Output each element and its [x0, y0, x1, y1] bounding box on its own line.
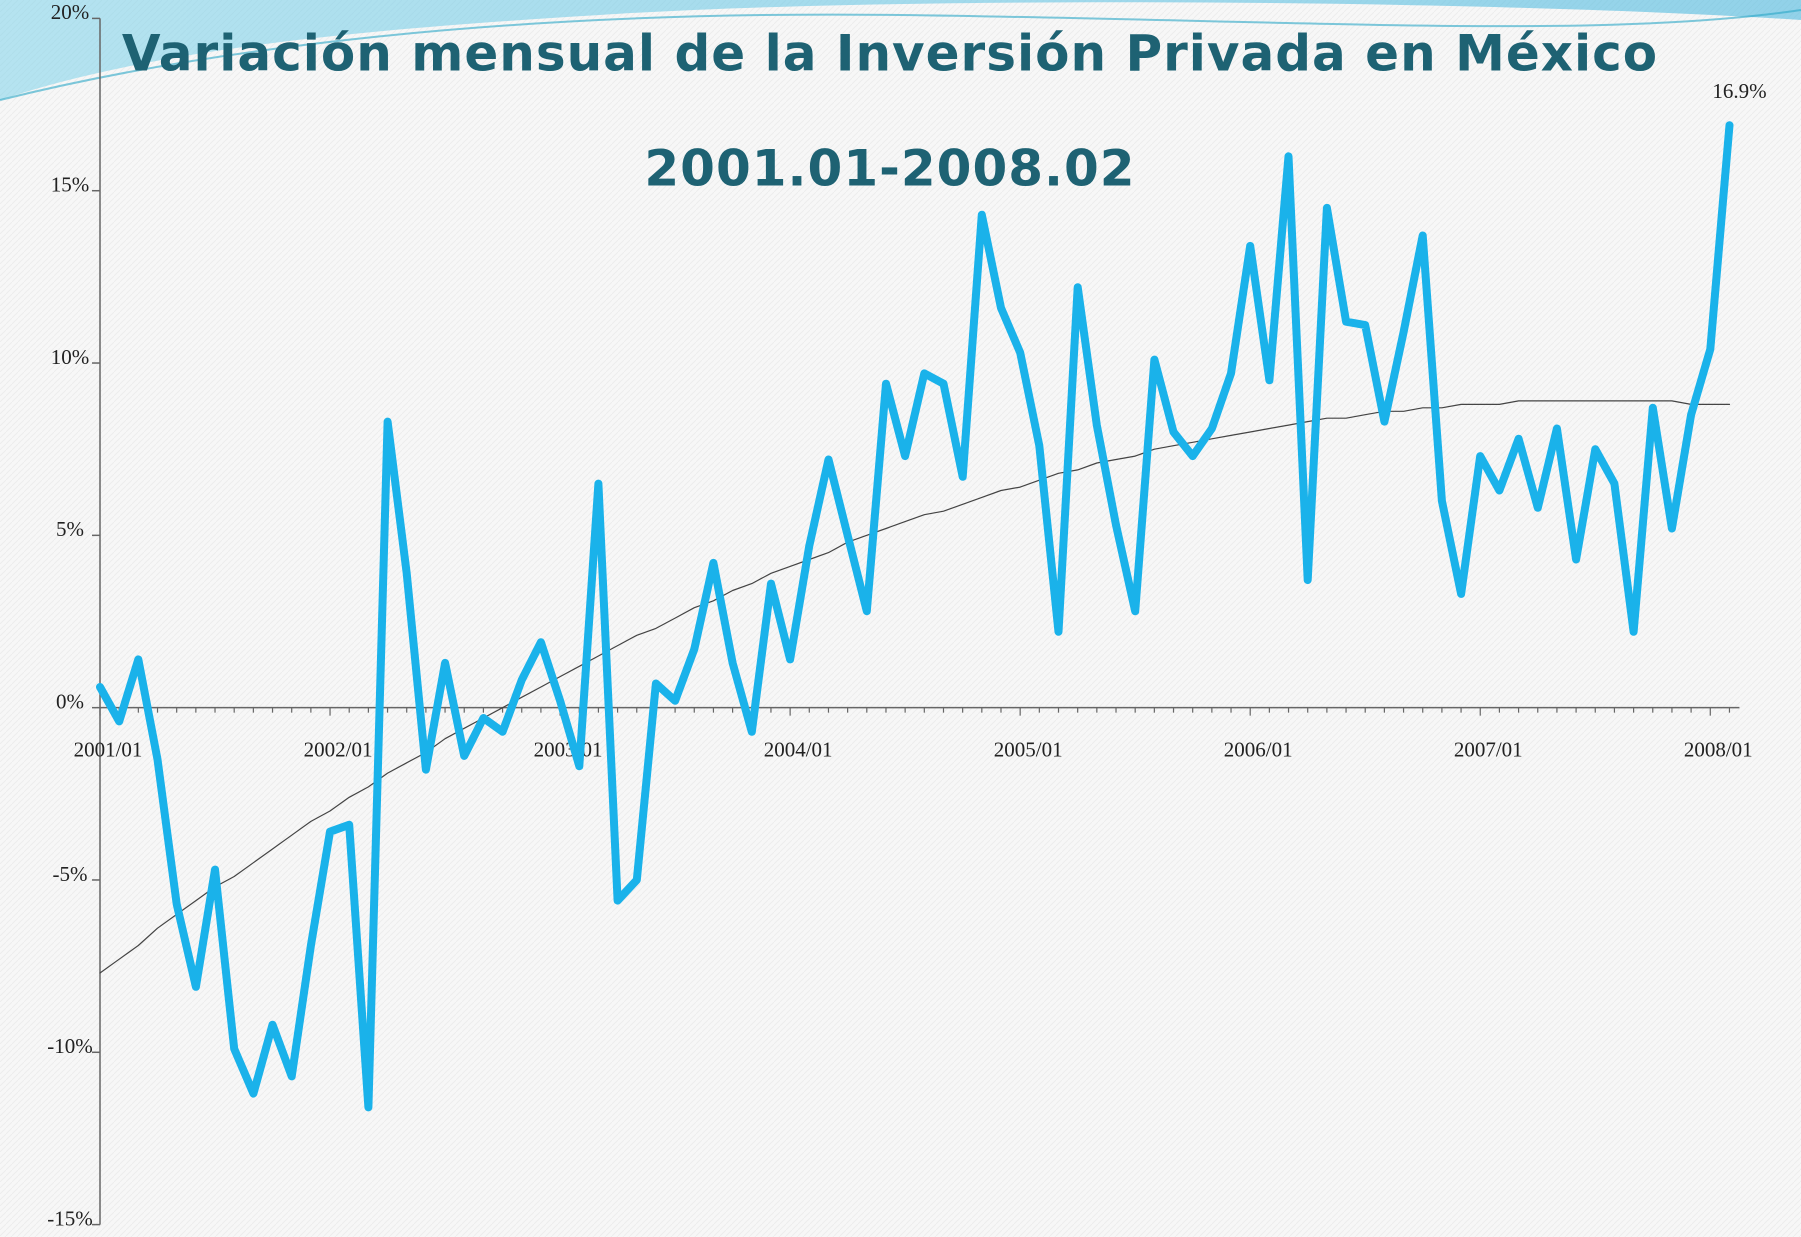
x-tick-label: 2002/01 [304, 737, 373, 761]
chart-title: Variación mensual de la Inversión Privad… [122, 25, 1658, 83]
x-tick-label: 2004/01 [764, 737, 833, 761]
y-tick-label: 5% [56, 517, 84, 541]
chart-subtitle: 2001.01-2008.02 [644, 140, 1135, 198]
x-tick-label: 2006/01 [1224, 737, 1293, 761]
chart: Variación mensual de la Inversión Privad… [0, 0, 1801, 1237]
x-tick-label: 2001/01 [74, 737, 143, 761]
y-tick-label: -5% [53, 862, 88, 886]
y-tick-label: 10% [51, 345, 90, 369]
y-tick-label: -15% [47, 1206, 93, 1230]
x-tick-label: 2005/01 [994, 737, 1063, 761]
x-tick-label: 2007/01 [1454, 737, 1523, 761]
y-tick-label: -10% [47, 1034, 93, 1058]
data-label: 16.9% [1712, 79, 1766, 103]
y-tick-label: 15% [51, 173, 90, 197]
y-tick-label: 20% [51, 0, 90, 24]
y-tick-label: 0% [56, 689, 84, 713]
x-tick-label: 2008/01 [1684, 737, 1753, 761]
